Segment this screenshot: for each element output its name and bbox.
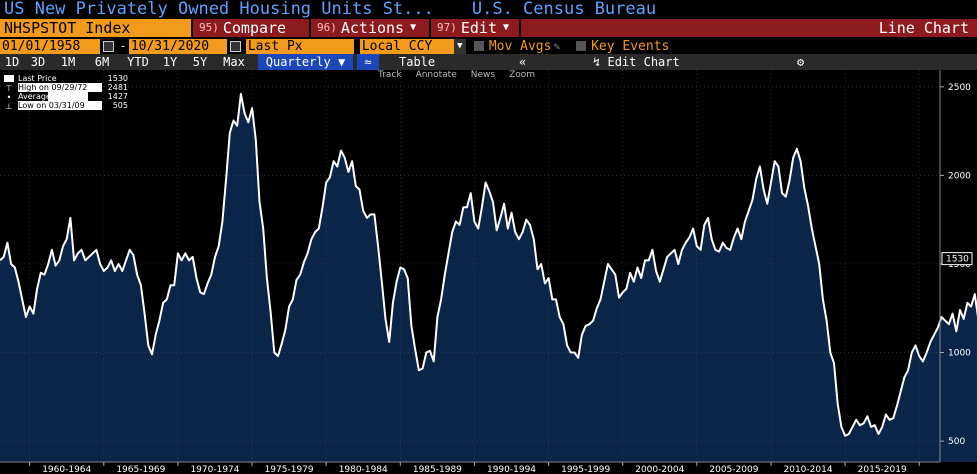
edit-chart-label: Edit Chart [607,55,680,69]
edit-hotkey: 97) [437,21,457,34]
legend-swatch [4,75,14,82]
currency-dropdown-icon[interactable]: ▼ [453,38,466,54]
zoom-tool[interactable]: Zoom [509,70,536,80]
x-tick-label: 1985-1989 [413,465,462,474]
command-bar: NHSPSTOT Index 95) Compare 96) Actions ▼… [0,19,977,37]
edit-label: Edit [460,19,497,37]
timeframe-5y[interactable]: 5Y [192,55,208,69]
last-value-label: 1530 [946,255,969,265]
legend-label: Low on 03/31/09 [18,101,102,110]
series-area [0,93,977,462]
x-tick-label: 1990-1994 [487,465,536,474]
actions-hotkey: 96) [317,21,337,34]
news-tool[interactable]: News [470,70,496,80]
start-date-field[interactable]: 01/01/1958 [0,38,100,54]
edit-chart-button[interactable]: ↯ Edit Chart [593,54,773,70]
legend-value: 1427 [107,92,128,101]
y-tick-label: 2000 [948,171,971,181]
legend-value: 505 [112,101,128,110]
edit-button[interactable]: 97) Edit ▼ [431,19,519,37]
settings-gear-icon[interactable]: ⚙ [797,55,805,69]
timeframe-1d[interactable]: 1D [4,55,20,69]
timeframe-max[interactable]: Max [223,55,245,69]
legend-item: ⊤ High on 09/29/72 2481 [4,83,128,93]
y-tick-label: 500 [948,437,965,447]
average-marker-icon: • [6,93,12,102]
security-title: US New Privately Owned Housing Units St.… [4,0,434,19]
chart-area[interactable]: 500100015002000250015301960-19641965-196… [0,70,977,474]
ticker-field[interactable]: NHSPSTOT Index [0,19,191,37]
compare-hotkey: 95) [199,21,219,34]
x-tick-label: 1970-1974 [190,465,239,474]
chart-type-label[interactable]: Line Chart [521,19,977,37]
x-tick-label: 2005-2009 [709,465,758,474]
legend-label: High on 09/29/72 [18,83,102,92]
last-value-tag [941,252,973,266]
timeframe-1y[interactable]: 1Y [162,55,178,69]
compare-button[interactable]: 95) Compare [193,19,309,37]
key-events-option[interactable]: Key Events [576,39,669,54]
period-label: Quarterly [265,55,331,69]
x-tick-label: 2015-2019 [858,465,907,474]
low-marker-icon: ⊥ [5,102,13,111]
y-tick-label: 2500 [948,83,971,93]
caret-down-icon: ▼ [503,22,510,33]
mov-avgs-label: Mov Avgs [488,38,552,54]
key-events-label: Key Events [591,38,670,54]
track-tool[interactable]: Track [378,70,402,80]
timeframe-ytd[interactable]: YTD [127,55,149,69]
x-tick-label: 1975-1979 [265,465,314,474]
legend-item: Last Price 1530 [4,74,128,83]
legend-label: Average [18,92,102,101]
pencil-icon[interactable]: ✎ [553,39,561,53]
y-tick-label: 1000 [948,349,971,359]
legend-item: • Average 1427 [4,92,128,102]
high-marker-icon: ⊤ [5,84,13,93]
x-tick-label: 2000-2004 [635,465,684,474]
legend-value: 2481 [107,83,128,92]
legend-item: ⊥ Low on 03/31/09 505 [4,101,128,111]
caret-down-icon: ▼ [410,22,417,33]
x-tick-label: 1960-1964 [42,465,91,474]
compare-label: Compare [222,19,287,37]
range-bar: 01/01/1958 - 10/31/2020 Last Px Local CC… [0,38,977,54]
legend-value: 1530 [107,74,128,83]
line-chart-icon[interactable]: ≈ [357,54,379,70]
legend-label: Last Price [18,74,57,83]
x-tick-label: 2010-2014 [784,465,833,474]
calendar-icon[interactable] [229,40,241,52]
x-tick-label: 1980-1984 [339,465,388,474]
currency-selector[interactable]: Local CCY [359,38,454,54]
title-bar: US New Privately Owned Housing Units St.… [0,0,977,19]
key-events-checkbox[interactable] [576,41,587,51]
edit-chart-icon: ↯ [593,55,601,69]
timeframe-3d[interactable]: 3D [30,55,46,69]
timeframe-buttons: 1D 3D 1M 6M YTD 1Y 5Y Max [0,54,252,70]
chart-mini-toolbar: Track Annotate News Zoom [378,70,535,80]
collapse-icon[interactable]: « [519,55,527,69]
chart-legend: Last Price 1530 ⊤ High on 09/29/72 2481 • Av… [4,74,128,111]
field-selector[interactable]: Last Px [245,38,354,54]
calendar-icon[interactable] [103,40,114,52]
actions-button[interactable]: 96) Actions ▼ [311,19,429,37]
end-date-field[interactable]: 10/31/2020 [128,38,227,54]
timeframe-6m[interactable]: 6M [94,55,110,69]
x-tick-label: 1995-1999 [561,465,610,474]
timeframe-bar: 1D 3D 1M 6M YTD 1Y 5Y Max Quarterly ▼ ≈ Table «… [0,54,977,70]
annotate-tool[interactable]: Annotate [415,70,457,80]
date-separator: - [119,38,127,54]
x-tick-label: 1965-1969 [116,465,165,474]
period-selector[interactable]: Quarterly ▼ [258,54,353,70]
series-line [0,92,977,437]
table-button[interactable]: Table [399,55,436,69]
mov-avgs-checkbox[interactable] [473,41,484,51]
mov-avgs-option[interactable]: Mov Avgs ✎ [473,38,561,54]
timeframe-1m[interactable]: 1M [60,55,76,69]
actions-label: Actions [340,19,405,37]
data-source: U.S. Census Bureau [471,0,657,19]
